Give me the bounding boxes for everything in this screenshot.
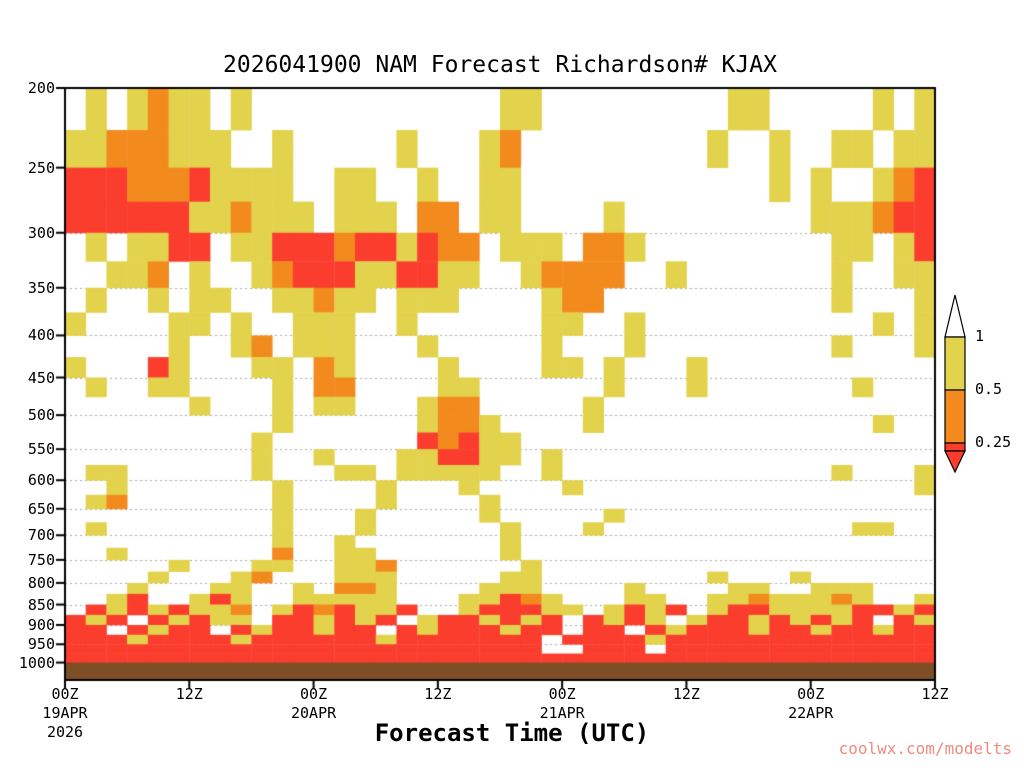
x-axis-date-label: 19APR — [42, 704, 88, 722]
y-axis-tick-label: 750 — [27, 550, 55, 569]
colorbar-up-arrow-icon — [944, 294, 966, 338]
y-axis-tick-label: 200 — [27, 79, 55, 97]
y-axis-tick-label: 650 — [27, 499, 55, 518]
x-axis-tick-label: 12Z — [175, 685, 203, 703]
colorbar-band-yellow — [944, 336, 966, 391]
y-axis-tick-label: 350 — [27, 278, 55, 297]
colorbar-band-orange — [944, 389, 966, 444]
x-axis-date-label: 21APR — [539, 704, 585, 722]
y-axis-tick-label: 600 — [27, 471, 55, 490]
x-axis-tick-label: 00Z — [797, 685, 825, 703]
y-axis-tick-label: 800 — [27, 573, 55, 592]
y-axis-tick-label: 850 — [27, 595, 55, 614]
colorbar-band-red — [944, 442, 966, 452]
y-axis-tick-label: 950 — [27, 635, 55, 654]
watermark-text: coolwx.com/modelts — [838, 739, 1012, 758]
x-axis-tick-label: 00Z — [300, 685, 328, 703]
y-axis-tick-label: 550 — [27, 440, 55, 459]
x-axis-tick-label: 00Z — [51, 685, 79, 703]
colorbar-label-1: 1 — [975, 327, 985, 345]
y-axis-tick-label: 500 — [27, 406, 55, 425]
y-axis-tick-label: 300 — [27, 223, 55, 242]
x-axis-date-label: 20APR — [290, 704, 337, 722]
colorbar-label-0-5: 0.5 — [975, 380, 1003, 398]
colorbar-down-arrow-icon — [944, 450, 966, 474]
x-axis-tick-label: 12Z — [672, 685, 700, 703]
colorbar — [944, 294, 966, 474]
chart-title: 2026041900 NAM Forecast Richardson# KJAX — [223, 52, 777, 78]
y-axis-tick-label: 400 — [27, 326, 55, 345]
y-axis-tick-label: 1000 — [18, 653, 55, 672]
x-axis-title: Forecast Time (UTC) — [374, 719, 650, 747]
y-axis-tick-label: 450 — [27, 368, 55, 387]
x-axis-date-label: 22APR — [788, 704, 834, 722]
x-axis-tick-label: 12Z — [424, 685, 452, 703]
colorbar-label-0-25: 0.25 — [975, 433, 1012, 451]
x-axis-tick-label: 12Z — [921, 685, 949, 703]
y-axis-tick-label: 700 — [27, 526, 55, 545]
y-axis-tick-label: 900 — [27, 615, 55, 634]
x-axis-tick-label: 00Z — [548, 685, 576, 703]
y-axis-tick-label: 250 — [27, 158, 55, 177]
x-axis-year-label: 2026 — [46, 723, 84, 741]
